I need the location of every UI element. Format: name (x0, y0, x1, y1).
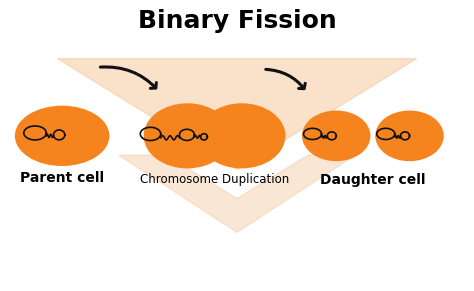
Ellipse shape (15, 106, 109, 166)
Ellipse shape (375, 111, 444, 161)
Ellipse shape (144, 103, 231, 168)
Text: Parent cell: Parent cell (20, 171, 104, 184)
Ellipse shape (198, 103, 285, 168)
Text: Chromosome Duplication: Chromosome Duplication (140, 173, 289, 186)
Polygon shape (119, 155, 355, 233)
Text: Daughter cell: Daughter cell (320, 173, 426, 187)
Text: Binary Fission: Binary Fission (137, 9, 337, 33)
Polygon shape (57, 58, 417, 170)
Ellipse shape (302, 111, 371, 161)
